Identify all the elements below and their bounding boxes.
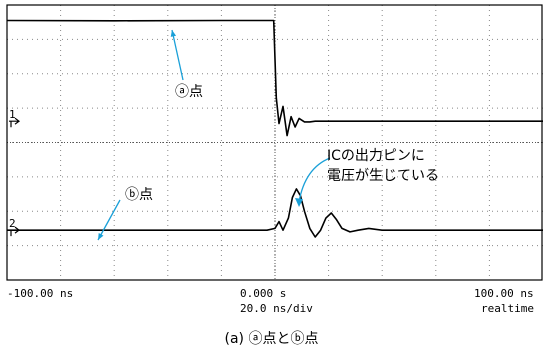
point-a-arrow-head — [170, 30, 177, 37]
trace-point-a — [6, 19, 543, 137]
point-b-label: ⓑ点 — [125, 187, 153, 203]
point-b-arrow — [97, 199, 121, 241]
plot-frame — [6, 4, 543, 281]
ic-note-arrow — [298, 157, 331, 203]
channel-marker-label: 1 — [9, 108, 16, 121]
annotation-arrows — [97, 29, 331, 241]
point-a-arrow — [171, 29, 184, 81]
timebase-label: 20.0 ns/div — [240, 302, 313, 315]
ic-note-line2: 電圧が生じている — [327, 168, 439, 184]
trace-point-b — [7, 188, 543, 238]
plot-border — [6, 4, 543, 281]
channel-marker-label: 2 — [9, 217, 16, 230]
point-b-arrow-head — [98, 233, 104, 240]
x-tick-left: -100.00 ns — [7, 287, 74, 300]
traces — [6, 19, 543, 238]
figure-caption: (a) ⓐ点とⓑ点 — [224, 331, 319, 347]
ic-note-arrow-head — [295, 198, 303, 207]
acquisition-mode-label: realtime — [481, 302, 534, 315]
ic-note-line1: ICの出力ピンに — [327, 148, 425, 164]
channel-marker-arrow — [9, 117, 20, 128]
channel-markers: 12 — [9, 108, 20, 237]
x-tick-right: 100.00 ns — [474, 287, 534, 300]
point-a-label: ⓐ点 — [175, 84, 203, 100]
x-tick-center: 0.000 s — [240, 287, 287, 300]
ic-note: ICの出力ピンに 電圧が生じている — [327, 146, 439, 186]
